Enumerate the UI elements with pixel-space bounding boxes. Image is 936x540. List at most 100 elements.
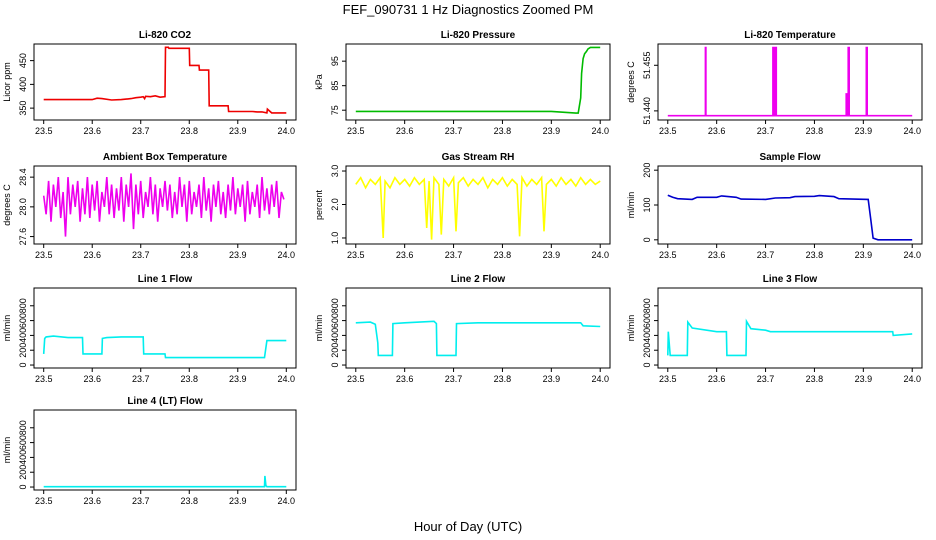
line1-ylabel: ml/min bbox=[2, 315, 12, 342]
line4-ytick-label: 800 bbox=[18, 420, 28, 435]
panel-line4: Line 4 (LT) Flow ml/min 23.5 23.6 23.7 23.8 23… bbox=[2, 396, 297, 506]
temperature-xtick-label: 23.5 bbox=[659, 126, 677, 136]
line1-xtick-label: 23.5 bbox=[35, 374, 53, 384]
pressure-title: Li-820 Pressure bbox=[441, 30, 516, 41]
sample-xtick-label: 23.7 bbox=[757, 250, 775, 260]
sample-series-line bbox=[667, 194, 913, 241]
co2-xtick-label: 23.6 bbox=[83, 126, 101, 136]
line4-series-line bbox=[43, 475, 287, 488]
ambient-plot-frame bbox=[33, 165, 297, 245]
line3-ytick-label: 400 bbox=[642, 328, 652, 343]
line2-title: Line 2 Flow bbox=[451, 274, 506, 285]
ambient-ytick-label: 28.4 bbox=[18, 168, 28, 186]
pressure-xtick-label: 24.0 bbox=[591, 126, 609, 136]
ambient-series-line bbox=[42, 173, 285, 237]
line4-ylabel: ml/min bbox=[2, 437, 12, 464]
line2-xtick-label: 23.5 bbox=[347, 374, 365, 384]
sample-title: Sample Flow bbox=[759, 152, 820, 163]
line2-ytick-label: 400 bbox=[330, 328, 340, 343]
pressure-xtick-label: 23.9 bbox=[543, 126, 561, 136]
line3-xtick-label: 23.5 bbox=[659, 374, 677, 384]
temperature-ytick-label: 51.455 bbox=[642, 52, 652, 80]
rh-xtick-label: 23.7 bbox=[445, 250, 463, 260]
panel-rh: Gas Stream RH percent 23.5 23.6 23.7 23.8 23.9… bbox=[314, 152, 611, 260]
co2-ylabel: Licor ppm bbox=[2, 62, 12, 102]
co2-xtick-label: 23.7 bbox=[132, 126, 150, 136]
rh-ytick-label: 2.0 bbox=[330, 198, 340, 211]
pressure-ytick-label: 85 bbox=[330, 81, 340, 91]
ambient-ylabel: degrees C bbox=[2, 184, 12, 226]
line4-xtick-label: 23.8 bbox=[180, 496, 198, 506]
line4-xtick-label: 23.6 bbox=[83, 496, 101, 506]
rh-xtick-label: 23.9 bbox=[543, 250, 561, 260]
pressure-series-line bbox=[355, 46, 601, 114]
temperature-xtick-label: 23.8 bbox=[806, 126, 824, 136]
ambient-xtick-label: 23.9 bbox=[229, 250, 247, 260]
line2-ytick-label: 600 bbox=[330, 313, 340, 328]
line1-ytick-label: 200 bbox=[18, 343, 28, 358]
sample-xtick-label: 23.8 bbox=[806, 250, 824, 260]
sample-ylabel: ml/min bbox=[626, 192, 636, 219]
line2-xtick-label: 23.8 bbox=[494, 374, 512, 384]
temperature-series-line bbox=[667, 46, 913, 117]
panel-co2: Li-820 CO2 Licor ppm 23.5 23.6 23.7 23.8 23.9 2… bbox=[2, 30, 297, 136]
temperature-xtick-label: 24.0 bbox=[903, 126, 921, 136]
line1-ytick-label: 600 bbox=[18, 313, 28, 328]
co2-xtick-label: 23.5 bbox=[35, 126, 53, 136]
temperature-xtick-label: 23.6 bbox=[708, 126, 726, 136]
line2-ylabel: ml/min bbox=[314, 315, 324, 342]
sample-plot-frame bbox=[657, 165, 923, 245]
pressure-ytick-label: 95 bbox=[330, 56, 340, 66]
ambient-ytick-label: 28.0 bbox=[18, 198, 28, 216]
line2-xtick-label: 23.9 bbox=[543, 374, 561, 384]
line3-xtick-label: 23.7 bbox=[757, 374, 775, 384]
figure-xlabel: Hour of Day (UTC) bbox=[414, 519, 522, 534]
line1-title: Line 1 Flow bbox=[138, 274, 193, 285]
ambient-title: Ambient Box Temperature bbox=[103, 152, 228, 163]
rh-ytick-label: 1.0 bbox=[330, 232, 340, 245]
line3-series-line bbox=[667, 318, 913, 357]
line4-xtick-label: 23.9 bbox=[229, 496, 247, 506]
temperature-ytick-label: 51.440 bbox=[642, 97, 652, 125]
line2-series-line bbox=[355, 320, 601, 357]
co2-plot-frame bbox=[33, 43, 297, 121]
line2-ytick-label: 0 bbox=[330, 363, 340, 368]
line3-xtick-label: 23.6 bbox=[708, 374, 726, 384]
co2-xtick-label: 23.8 bbox=[180, 126, 198, 136]
ambient-xtick-label: 23.5 bbox=[35, 250, 53, 260]
rh-ytick-label: 3.0 bbox=[330, 165, 340, 178]
line1-ytick-label: 400 bbox=[18, 328, 28, 343]
sample-xtick-label: 23.9 bbox=[855, 250, 873, 260]
line1-series-line bbox=[42, 335, 287, 359]
line3-xtick-label: 23.8 bbox=[806, 374, 824, 384]
rh-title: Gas Stream RH bbox=[442, 152, 515, 163]
line4-ytick-label: 600 bbox=[18, 435, 28, 450]
co2-ytick-label: 400 bbox=[18, 77, 28, 92]
line1-ytick-label: 0 bbox=[18, 363, 28, 368]
co2-ytick-label: 350 bbox=[18, 101, 28, 116]
temperature-ylabel: degrees C bbox=[626, 61, 636, 103]
panels: Li-820 CO2 Licor ppm 23.5 23.6 23.7 23.8 23.9 2… bbox=[2, 30, 923, 506]
line2-plot-frame bbox=[345, 287, 611, 369]
figure-title: FEF_090731 1 Hz Diagnostics Zoomed PM bbox=[343, 2, 594, 17]
sample-ytick-label: 100 bbox=[642, 197, 652, 212]
line2-xtick-label: 24.0 bbox=[591, 374, 609, 384]
line4-ytick-label: 200 bbox=[18, 465, 28, 480]
line3-ytick-label: 200 bbox=[642, 343, 652, 358]
ambient-xtick-label: 23.7 bbox=[132, 250, 150, 260]
ambient-xtick-label: 24.0 bbox=[278, 250, 296, 260]
temperature-xtick-label: 23.9 bbox=[855, 126, 873, 136]
temperature-plot-frame bbox=[657, 43, 923, 121]
line1-xtick-label: 23.9 bbox=[229, 374, 247, 384]
panel-pressure: Li-820 Pressure kPa 23.5 23.6 23.7 23.8 23.9 24… bbox=[314, 30, 611, 136]
line2-ytick-label: 200 bbox=[330, 343, 340, 358]
temperature-title: Li-820 Temperature bbox=[744, 30, 836, 41]
line4-ytick-label: 400 bbox=[18, 450, 28, 465]
temperature-xtick-label: 23.7 bbox=[757, 126, 775, 136]
co2-ytick-label: 450 bbox=[18, 53, 28, 68]
line1-plot-frame bbox=[33, 287, 297, 369]
line3-xtick-label: 24.0 bbox=[903, 374, 921, 384]
rh-plot-frame bbox=[345, 165, 611, 245]
panel-line2: Line 2 Flow ml/min 23.5 23.6 23.7 23.8 23.9 24.… bbox=[314, 274, 611, 384]
